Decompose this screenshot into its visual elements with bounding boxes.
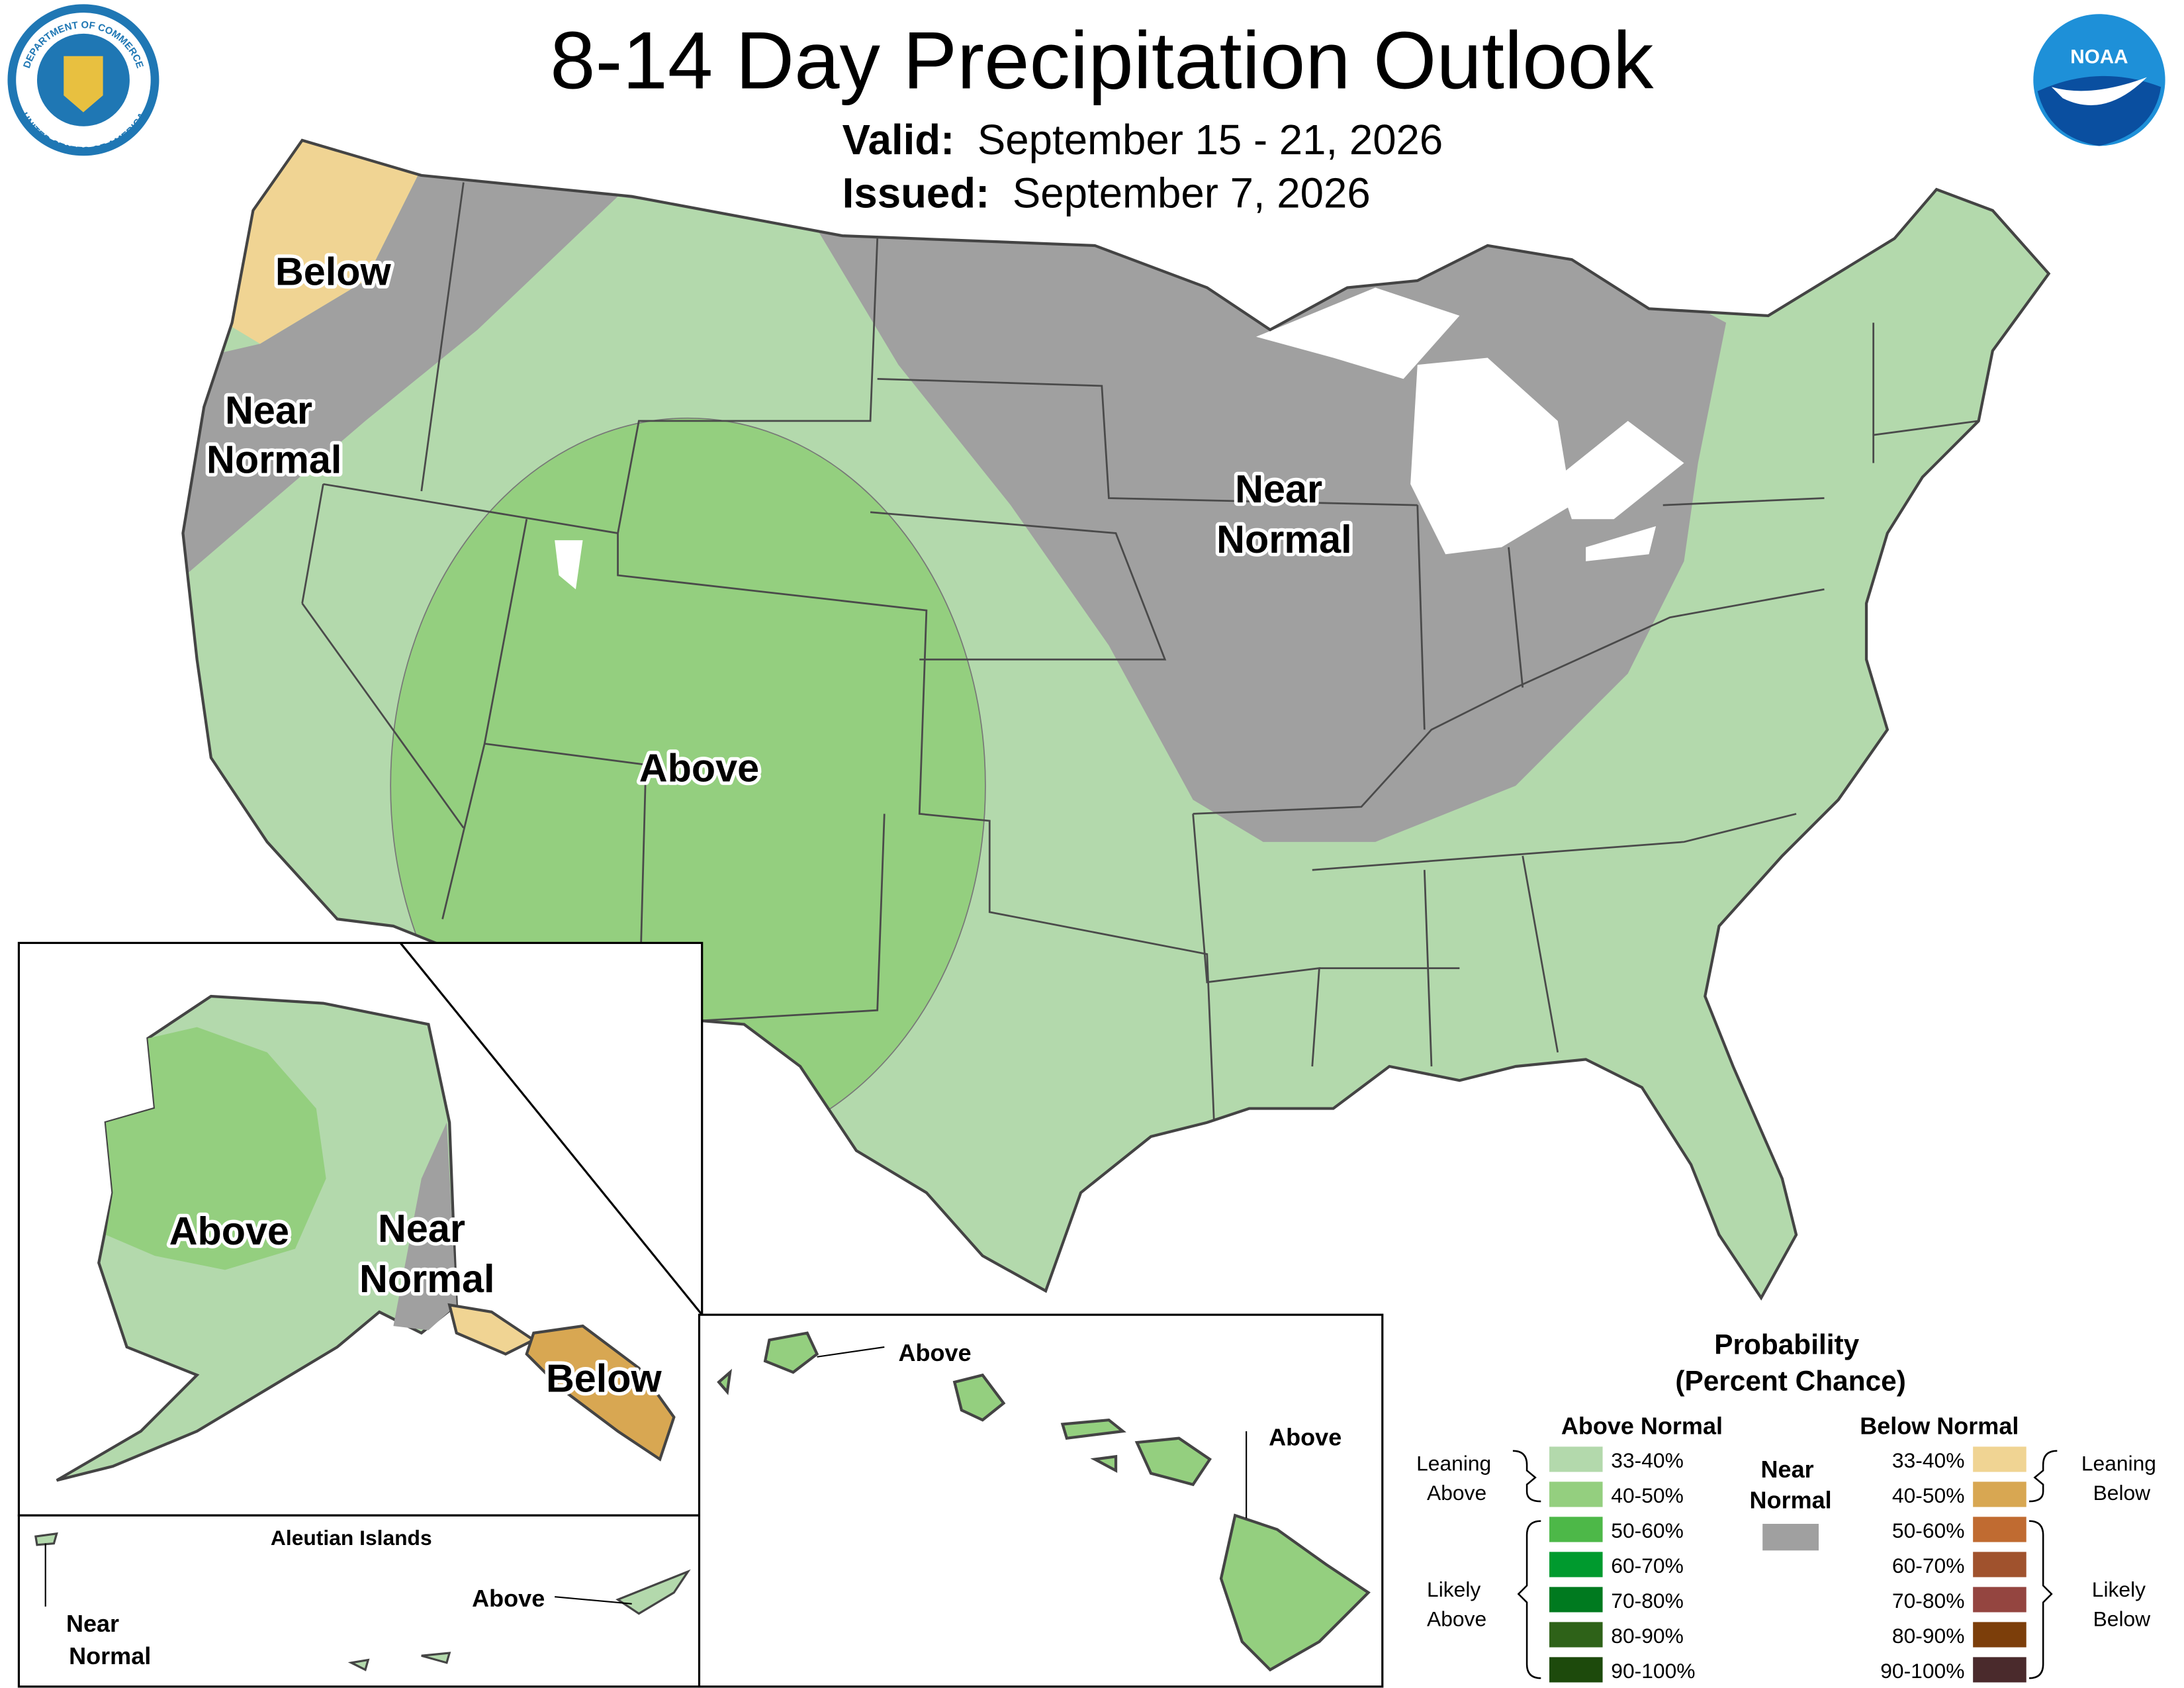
legend-label: 60-70%	[1892, 1554, 1965, 1577]
legend-heading: Near Normal	[1750, 1456, 1832, 1514]
aleutians-inset: Aleutian Islands Near Normal Above	[17, 1514, 704, 1688]
map-label: Near Normal	[206, 388, 341, 481]
legend-heading: Below Normal	[1860, 1412, 2019, 1439]
header: 8-14 Day Precipitation Outlook Valid: Se…	[550, 16, 1654, 217]
legend-swatch	[1973, 1446, 2026, 1472]
legend-swatch	[1973, 1517, 2026, 1542]
map-label: Above	[169, 1209, 289, 1253]
map-label: Below	[275, 249, 392, 293]
legend-label: 50-60%	[1892, 1519, 1965, 1542]
map-label: Near Normal	[359, 1206, 494, 1301]
legend-label: 90-100%	[1880, 1659, 1964, 1683]
legend-swatch	[1973, 1552, 2026, 1577]
map-label: Near Normal	[1216, 467, 1351, 561]
legend-label: 33-40%	[1892, 1448, 1965, 1472]
legend-swatch	[1973, 1587, 2026, 1613]
map-label: Above	[472, 1585, 545, 1612]
map-label: Above	[1269, 1423, 1342, 1450]
map-label: Above	[639, 746, 759, 790]
map-label: Near Normal	[66, 1610, 151, 1669]
legend: Probability (Percent Chance) Above Norma…	[1416, 1329, 2162, 1683]
legend-swatch	[1973, 1657, 2026, 1683]
hawaii-inset: Above Above	[698, 1313, 1384, 1688]
issued-line: Issued: September 7, 2026	[842, 170, 1371, 217]
map-label: Below	[546, 1356, 662, 1401]
legend-swatch	[1549, 1481, 1603, 1507]
legend-swatch	[1973, 1481, 2026, 1507]
title: 8-14 Day Precipitation Outlook	[550, 16, 1654, 107]
group-label: Leaning Above	[1416, 1451, 1497, 1505]
doc-seal: DEPARTMENT OF COMMERCE UNITED STATES OF …	[7, 4, 159, 156]
legend-label: 50-60%	[1611, 1519, 1684, 1542]
inset-title: Aleutian Islands	[271, 1526, 432, 1550]
group-label: Likely Below	[2092, 1577, 2152, 1631]
legend-label: 40-50%	[1892, 1483, 1965, 1507]
legend-swatch	[1762, 1523, 1819, 1551]
legend-label: 70-80%	[1611, 1589, 1684, 1613]
group-label: Leaning Below	[2081, 1451, 2162, 1505]
valid-line: Valid: September 15 - 21, 2026	[842, 117, 1443, 164]
legend-swatch	[1549, 1622, 1603, 1648]
noaa-logo: NOAA	[2033, 14, 2165, 146]
legend-title: Probability (Percent Chance)	[1675, 1329, 1906, 1397]
map-label: Above	[899, 1339, 972, 1366]
group-label: Likely Above	[1427, 1577, 1486, 1631]
legend-label: 40-50%	[1611, 1483, 1684, 1507]
legend-label: 80-90%	[1611, 1624, 1684, 1648]
legend-heading: Above Normal	[1561, 1412, 1723, 1439]
noaa-text: NOAA	[2070, 46, 2128, 68]
legend-label: 33-40%	[1611, 1448, 1684, 1472]
legend-label: 90-100%	[1611, 1659, 1695, 1683]
legend-swatch	[1549, 1587, 1603, 1613]
legend-swatch	[1549, 1657, 1603, 1683]
legend-swatch	[1549, 1517, 1603, 1542]
alaska-inset: Above Near Normal Below	[17, 941, 704, 1517]
conus: Below Near Normal Near Normal Above	[169, 113, 2048, 1298]
legend-swatch	[1549, 1446, 1603, 1472]
legend-label: 60-70%	[1611, 1554, 1684, 1577]
legend-label: 80-90%	[1892, 1624, 1965, 1648]
legend-swatch	[1973, 1622, 2026, 1648]
legend-label: 70-80%	[1892, 1589, 1965, 1613]
legend-swatch	[1549, 1552, 1603, 1577]
